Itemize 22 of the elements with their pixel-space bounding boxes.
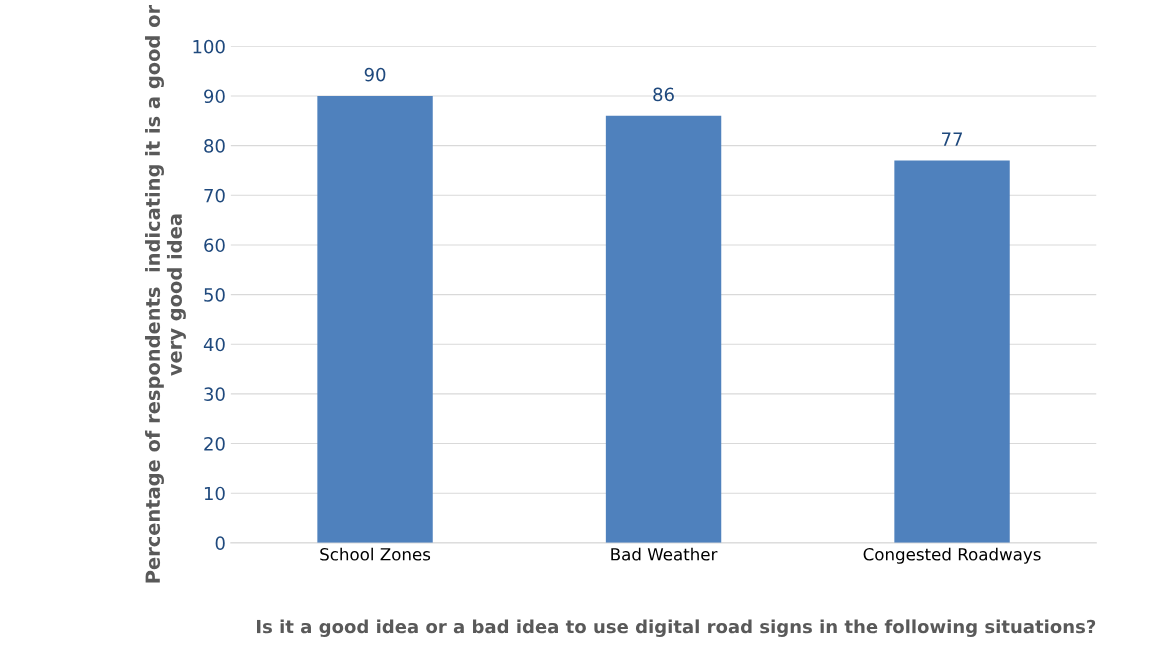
y-tick-label: 60 <box>204 238 225 253</box>
y-tick-label: 50 <box>204 288 225 302</box>
data-label: 90 <box>364 67 386 82</box>
y-tick-label: 70 <box>204 188 225 203</box>
y-tick-label: 0 <box>215 536 225 550</box>
x-tick-label: Bad Weather <box>611 547 718 561</box>
y-tick-label: 80 <box>204 139 225 153</box>
x-tick-label: School Zones <box>320 547 431 561</box>
x-axis-title: Is it a good idea or a bad idea to use digital road signs in the following situations? <box>257 619 1096 637</box>
y-tick-label: 30 <box>204 387 225 402</box>
data-label: 77 <box>942 132 962 146</box>
bar <box>605 115 722 543</box>
y-tick-label: 90 <box>204 89 225 104</box>
bar <box>317 95 433 543</box>
y-tick-label: 100 <box>193 39 225 54</box>
data-label: 86 <box>653 87 674 102</box>
y-tick-label: 20 <box>204 437 225 451</box>
y-tick-label: 10 <box>204 486 225 501</box>
x-tick-label: Congested Roadways <box>863 547 1041 564</box>
bar <box>894 160 1010 543</box>
y-tick-label: 40 <box>203 337 225 352</box>
y-axis-title: Percentage of respondents indicating it is a good or very good idea <box>145 4 186 583</box>
